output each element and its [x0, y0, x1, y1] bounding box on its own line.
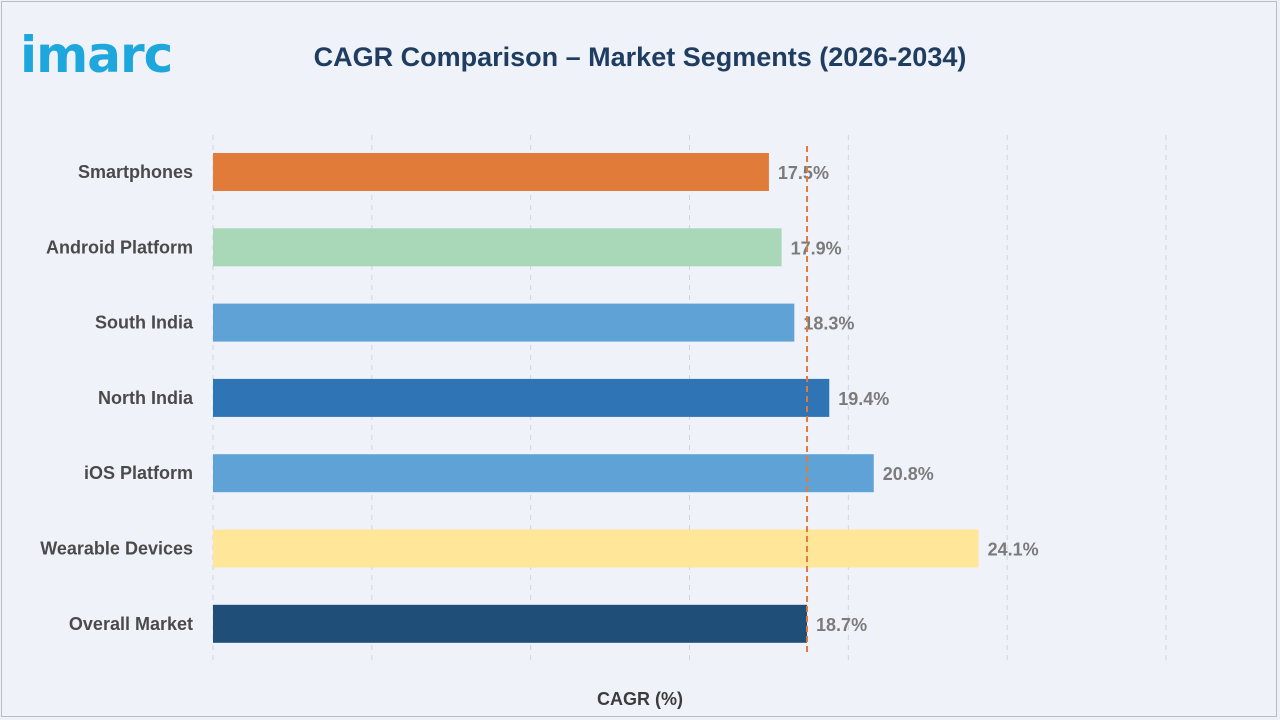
bar-south-india — [213, 303, 795, 342]
category-label: South India — [95, 313, 194, 333]
bar-android-platform — [213, 228, 782, 267]
value-label: 24.1% — [988, 540, 1039, 560]
category-labels: Smartphones Android Platform South India No… — [40, 162, 194, 634]
category-label: Android Platform — [46, 237, 193, 257]
value-label: 17.9% — [791, 238, 842, 258]
value-label: 19.4% — [838, 389, 889, 409]
bars — [213, 153, 979, 643]
bar-north-india — [213, 378, 830, 417]
imarc-logo: imarc — [20, 14, 210, 84]
bar-wearable-devices — [213, 529, 979, 568]
category-label: Overall Market — [69, 614, 193, 634]
chart-title: CAGR Comparison – Market Segments (2026-… — [313, 42, 967, 72]
value-label: 17.5% — [778, 163, 829, 183]
category-label: North India — [98, 388, 194, 408]
bar-smartphones — [213, 153, 769, 191]
value-label: 20.8% — [883, 464, 934, 484]
value-label: 18.3% — [803, 314, 854, 334]
x-axis-title: CAGR (%) — [597, 689, 683, 709]
category-label: Smartphones — [78, 162, 193, 182]
category-label: Wearable Devices — [40, 539, 193, 559]
category-label: iOS Platform — [84, 463, 193, 483]
value-labels: 17.5% 17.9% 18.3% 19.4% 20.8% 24.1% 18.7% — [778, 163, 1039, 635]
logo-wordmark: imarc — [20, 26, 172, 80]
bar-ios-platform — [213, 454, 874, 493]
value-label: 18.7% — [816, 615, 867, 635]
bar-overall-market — [213, 604, 808, 643]
